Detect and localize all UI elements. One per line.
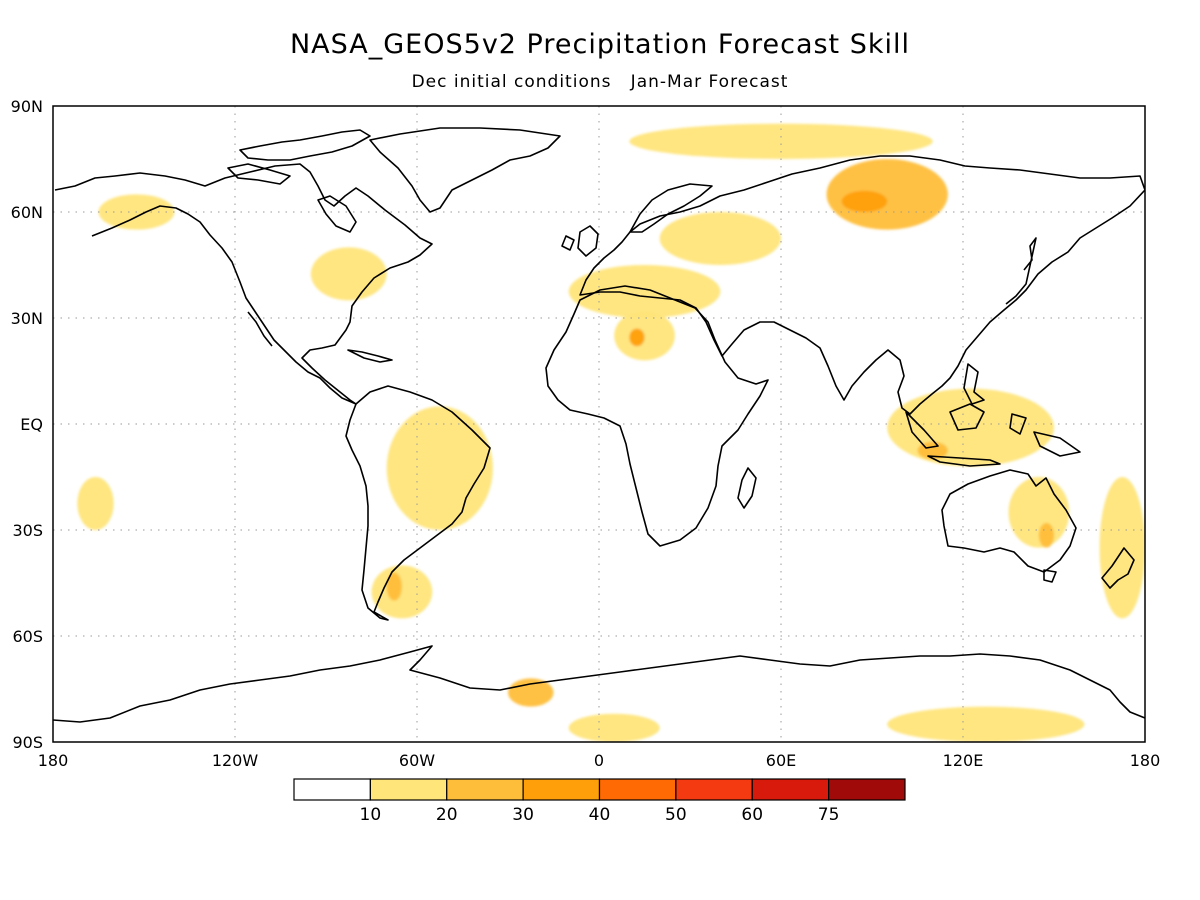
colorbar-swatch [828,778,906,801]
colorbar-level-label: 10 [360,805,382,825]
y-tick-label: 90N [11,97,43,116]
y-tick-label: 60S [12,627,43,646]
skill-region [371,565,433,619]
colorbar-swatch [522,778,601,801]
lat-lon-grid [53,106,1145,742]
x-tick-label: 120E [943,751,984,770]
skill-region [1038,522,1054,548]
colorbar-level-label: 20 [436,805,458,825]
chart-subtitle: Dec initial conditions Jan-Mar Forecast [412,72,789,92]
skill-region [568,713,660,742]
coastlines [53,127,1145,723]
x-tick-label: 60E [766,751,796,770]
x-tick-label: 0 [594,751,604,770]
colorbar-swatch [675,778,753,801]
skill-region [568,265,721,318]
x-tick-label: 180 [1130,751,1161,770]
map-frame [52,105,1146,743]
colorbar-swatch [293,778,371,801]
x-tick-label: 60W [399,751,435,770]
y-tick-label: 90S [12,733,43,752]
skill-region [1099,477,1145,619]
x-tick-label: 180 [38,751,69,770]
y-tick-label: 30N [11,309,43,328]
x-tick-label: 120W [212,751,259,770]
skill-region [614,310,675,361]
colorbar-level-label: 30 [512,805,534,825]
skill-region [841,190,888,212]
skill-region [386,406,493,530]
chart-title: NASA_GEOS5v2 Precipitation Forecast Skil… [290,29,910,60]
y-tick-label: EQ [20,415,43,434]
colorbar: 10 20 30 40 50 60 75 [293,778,906,825]
colorbar-level-label: 75 [818,805,840,825]
skill-region [659,212,781,265]
skill-region [310,247,387,301]
colorbar-swatch [598,778,677,801]
colorbar-level-label: 60 [741,805,763,825]
y-tick-label: 60N [11,203,43,222]
x-axis-tick-labels: 180 120W 60W 0 60E 120E 180 [38,751,1161,770]
colorbar-swatch [369,778,448,801]
skill-region [826,159,948,230]
skill-region [1008,476,1070,548]
skill-region [77,477,114,530]
y-axis-tick-labels: 90N 60N 30N EQ 30S 60S 90S [11,97,43,752]
skill-region [386,572,402,601]
colorbar-swatch [446,778,524,801]
skill-region [629,328,645,347]
skill-region [508,678,554,707]
colorbar-level-label: 50 [665,805,687,825]
colorbar-swatch [751,778,830,801]
colorbar-level-label: 40 [589,805,611,825]
skill-region [629,123,933,159]
skill-region [887,706,1085,742]
y-tick-label: 30S [12,521,43,540]
